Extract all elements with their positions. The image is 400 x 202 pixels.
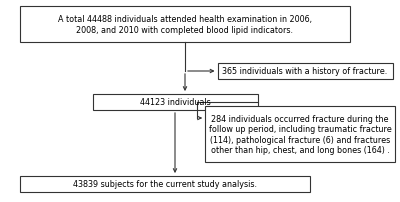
FancyBboxPatch shape [205,106,395,162]
Text: 43839 subjects for the current study analysis.: 43839 subjects for the current study ana… [73,180,257,188]
Text: 44123 individuals: 44123 individuals [140,98,210,107]
FancyBboxPatch shape [218,64,392,80]
Text: A total 44488 individuals attended health examination in 2006,
2008, and 2010 wi: A total 44488 individuals attended healt… [58,15,312,35]
FancyBboxPatch shape [92,95,258,110]
Text: 284 individuals occurred fracture during the
follow up period, including traumat: 284 individuals occurred fracture during… [209,114,391,154]
FancyBboxPatch shape [20,176,310,192]
Text: 365 individuals with a history of fracture.: 365 individuals with a history of fractu… [222,67,388,76]
FancyBboxPatch shape [20,7,350,43]
